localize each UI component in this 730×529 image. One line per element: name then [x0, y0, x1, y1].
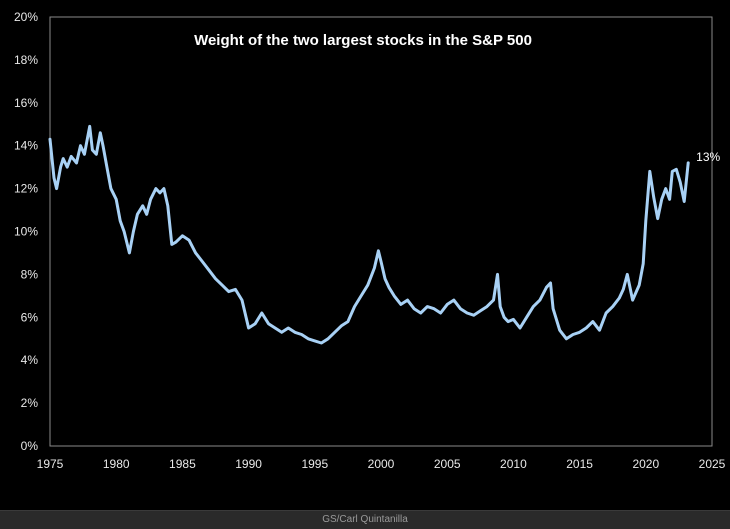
y-tick-label: 4% — [21, 353, 39, 367]
y-tick-label: 2% — [21, 396, 39, 410]
x-tick-label: 1980 — [103, 457, 130, 471]
y-tick-label: 12% — [14, 182, 38, 196]
y-tick-label: 6% — [21, 310, 39, 324]
y-tick-label: 16% — [14, 96, 38, 110]
x-tick-label: 1990 — [235, 457, 262, 471]
source-credit: GS/Carl Quintanilla — [0, 510, 730, 529]
x-tick-label: 1975 — [37, 457, 64, 471]
plot-area — [49, 16, 713, 447]
x-tick-label: 1985 — [169, 457, 196, 471]
y-axis-tick-labels: 0% 2% 4% 6% 8% 10% 12% 14% 16% 18% 20% — [14, 10, 38, 453]
y-tick-label: 18% — [14, 53, 38, 67]
end-value-label: 13% — [696, 150, 720, 164]
x-tick-label: 2025 — [699, 457, 726, 471]
x-axis-tick-labels: 1975 1980 1985 1990 1995 2000 2005 2010 2015 2020… — [37, 457, 726, 471]
y-tick-label: 20% — [14, 10, 38, 24]
x-tick-label: 2005 — [434, 457, 461, 471]
line-chart: Weight of the two largest stocks in the … — [14, 10, 726, 471]
x-tick-label: 2000 — [368, 457, 395, 471]
y-tick-label: 10% — [14, 225, 38, 239]
x-tick-label: 2010 — [500, 457, 527, 471]
y-tick-label: 14% — [14, 139, 38, 153]
y-tick-label: 8% — [21, 267, 39, 281]
series-line — [48, 124, 690, 345]
x-tick-label: 2020 — [632, 457, 659, 471]
x-tick-label: 1995 — [301, 457, 328, 471]
x-tick-label: 2015 — [566, 457, 593, 471]
y-tick-label: 0% — [21, 439, 39, 453]
chart-title: Weight of the two largest stocks in the … — [194, 32, 532, 49]
